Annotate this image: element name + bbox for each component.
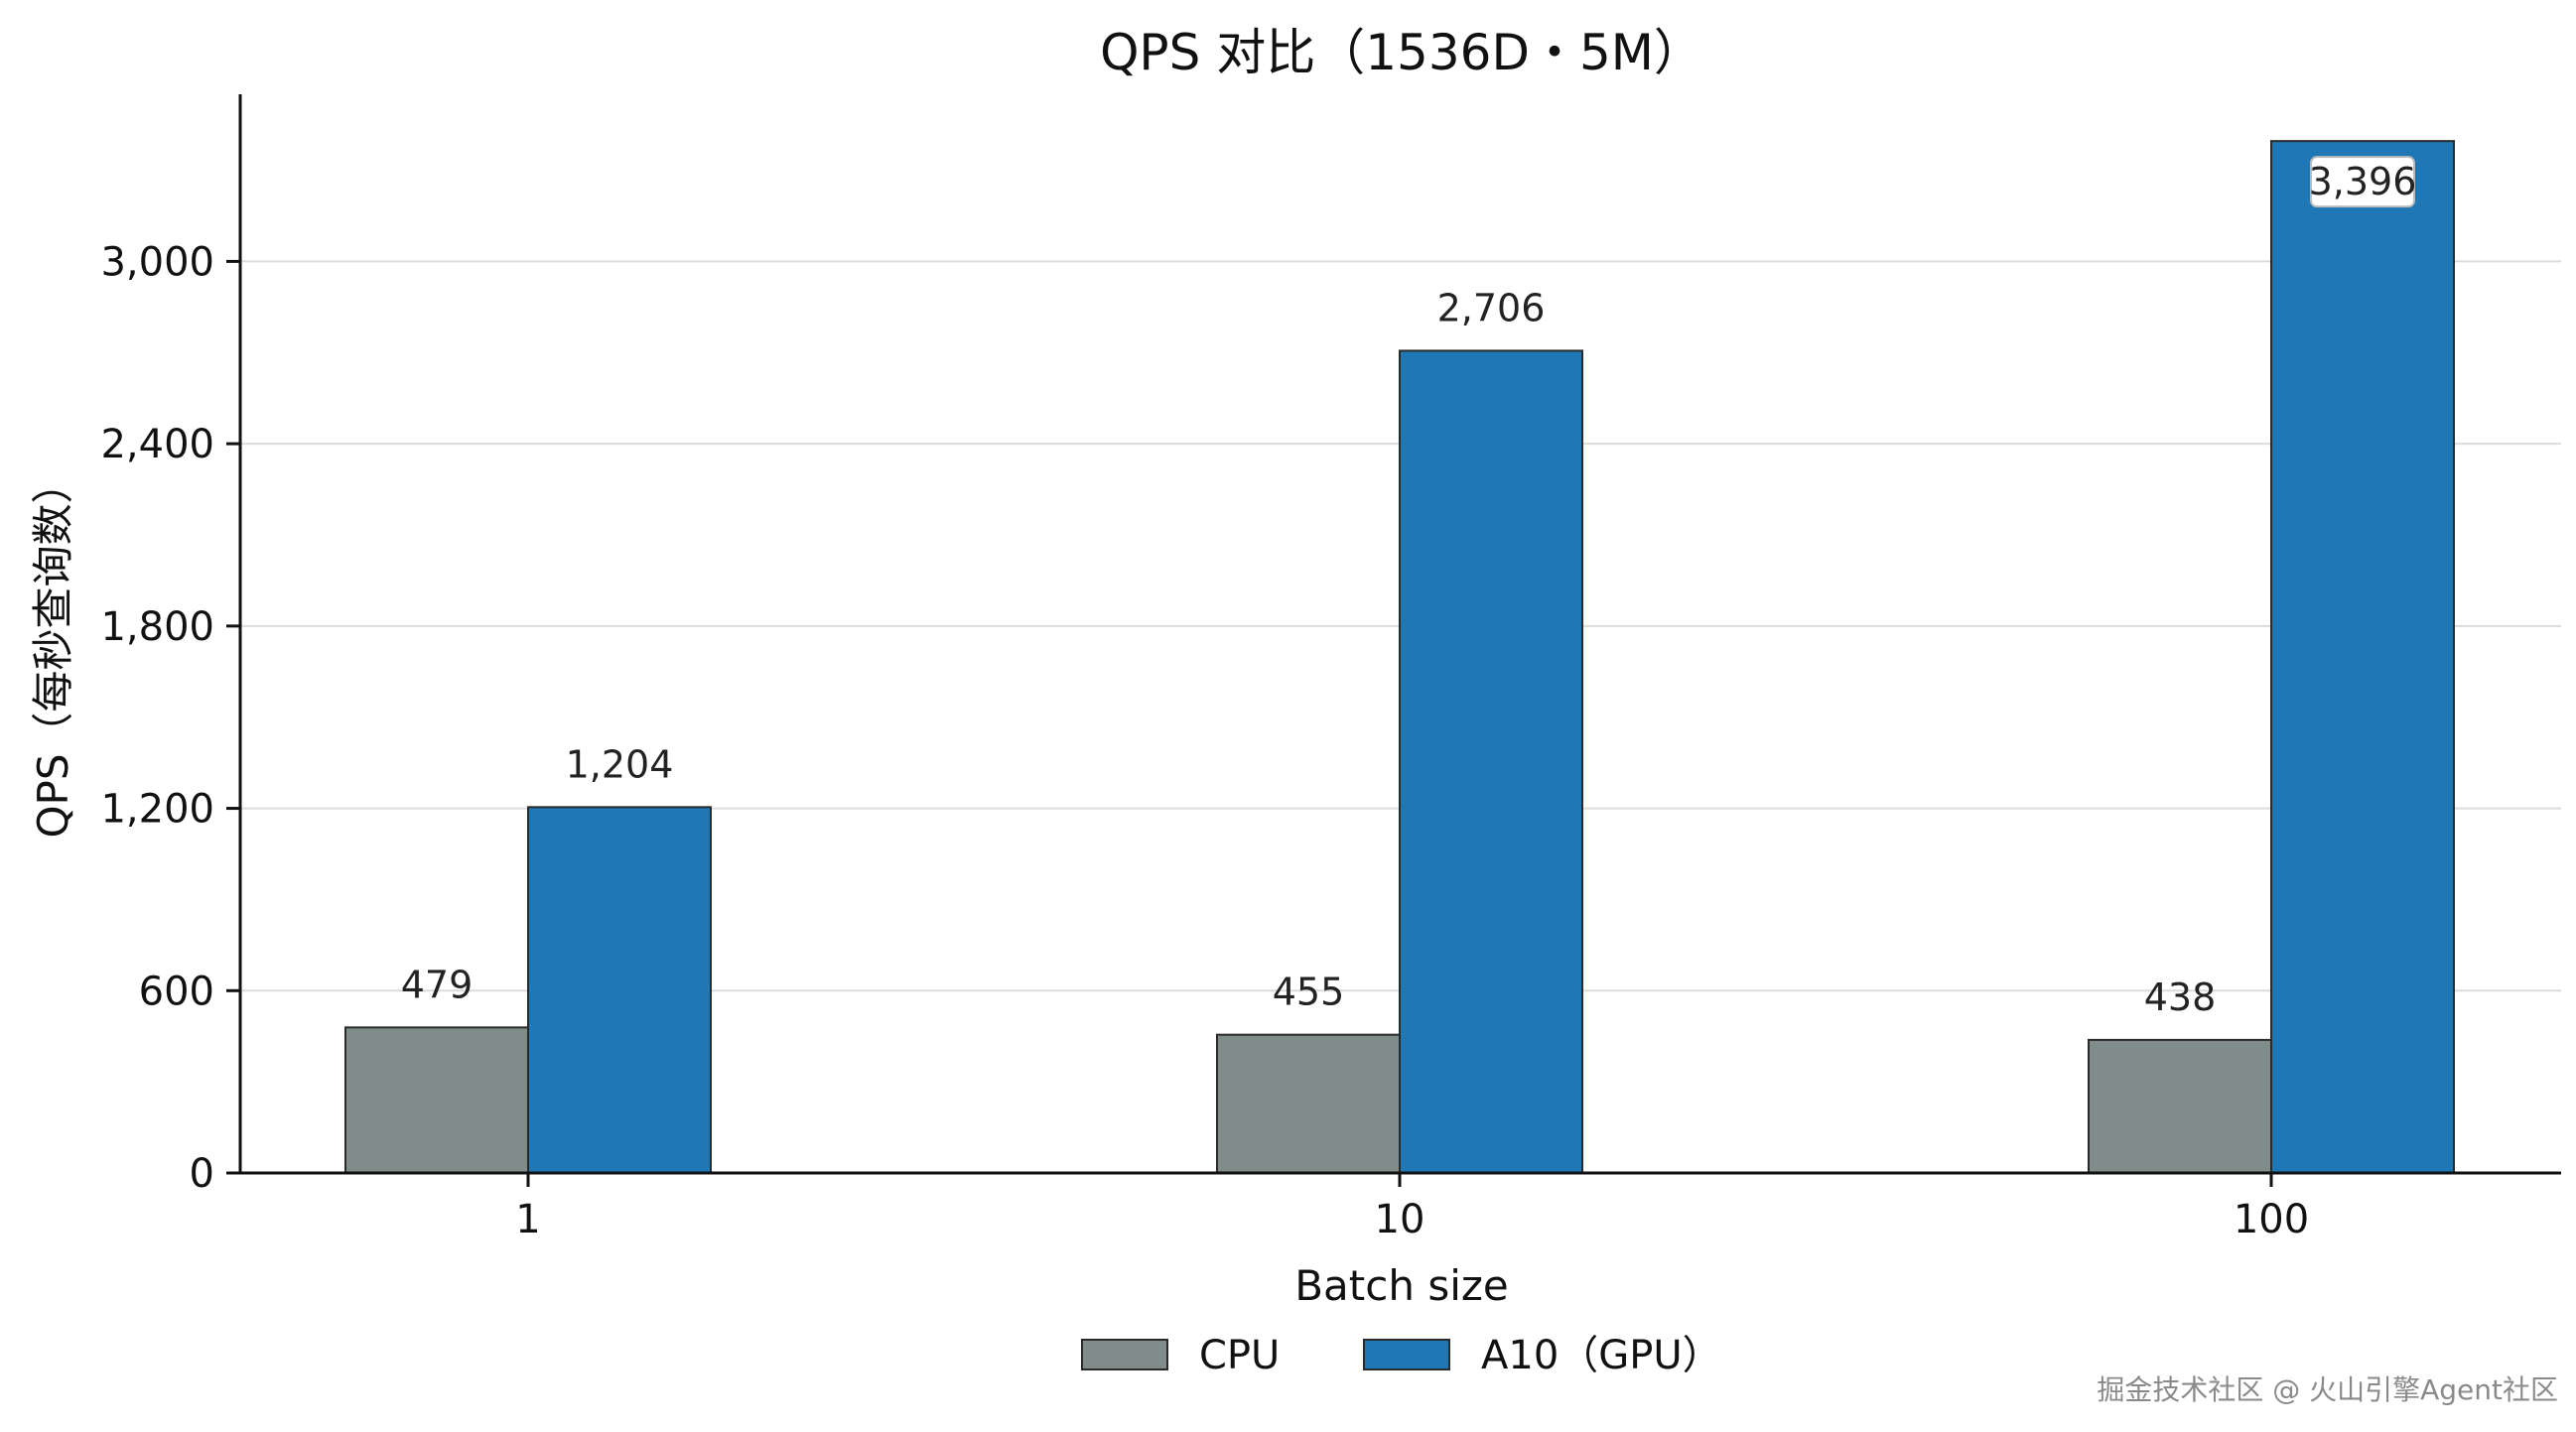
bar-gpu-10 (1399, 349, 1583, 1174)
x-tick-label: 100 (2234, 1197, 2309, 1242)
data-label-box (2310, 156, 2415, 208)
bar-cpu-100 (2088, 1038, 2272, 1174)
data-label-cpu-10: 455 (1273, 971, 1345, 1014)
y-tick-label: 1,200 (100, 787, 214, 833)
legend-swatch-cpu (1081, 1339, 1168, 1370)
watermark-text: 掘金技术社区 @ 火山引擎Agent社区 (2097, 1373, 2558, 1406)
data-label-cpu-1: 479 (401, 963, 474, 1006)
y-tick-label: 1,800 (100, 604, 214, 650)
y-axis-ticks: 0 600 1,200 1,800 2,400 3,000 (100, 239, 240, 1197)
legend-label-gpu: A10（GPU） (1481, 1333, 1722, 1378)
x-axis-ticks: 1 10 100 (515, 1173, 2309, 1242)
data-label-gpu-10: 2,706 (1437, 286, 1546, 329)
data-label-gpu-100: 3,396 (2309, 160, 2417, 203)
data-label-cpu-100: 438 (2144, 976, 2217, 1019)
data-label-gpu-1: 1,204 (566, 742, 674, 786)
x-tick-label: 10 (1375, 1197, 1425, 1242)
y-tick-label: 600 (139, 969, 214, 1014)
bar-gpu-1 (527, 806, 712, 1174)
bar-gpu-100 (2270, 140, 2455, 1174)
x-tick-label: 1 (515, 1197, 540, 1242)
x-axis-label: Batch size (1294, 1261, 1509, 1310)
bar-cpu-1 (344, 1026, 529, 1174)
y-tick-label: 0 (190, 1151, 214, 1197)
legend-swatch-gpu (1363, 1339, 1450, 1370)
bars (344, 140, 2455, 1175)
y-axis-label: QPS（每秒查询数） (29, 461, 77, 838)
y-tick-label: 3,000 (100, 239, 214, 285)
legend-label-cpu: CPU (1199, 1333, 1280, 1378)
data-labels: 479 1,204 455 2,706 438 3,396 (401, 156, 2417, 1019)
legend: CPU A10（GPU） (1081, 1333, 1722, 1378)
chart-title: QPS 对比（1536D・5M） (1100, 24, 1703, 81)
y-tick-label: 2,400 (100, 422, 214, 467)
bar-cpu-10 (1216, 1033, 1401, 1175)
